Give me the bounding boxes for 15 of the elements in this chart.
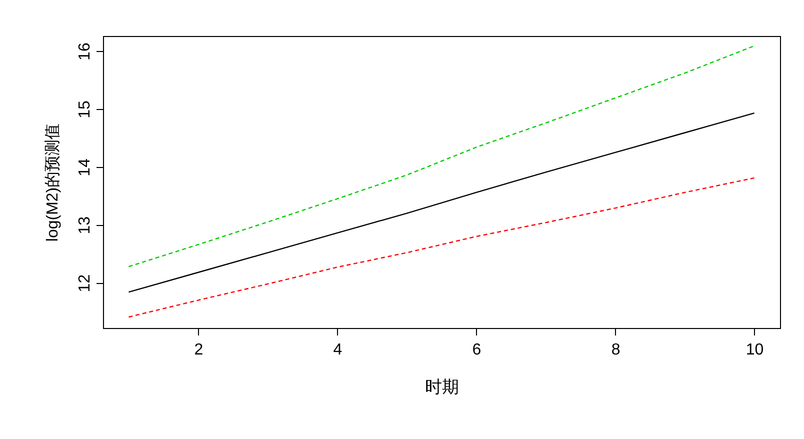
y-tick-label: 15 (76, 100, 94, 118)
line-series (128, 112, 755, 293)
x-tick-label: 2 (194, 342, 204, 358)
x-tick-label: 10 (746, 342, 764, 358)
y-tick-label: 16 (76, 42, 94, 60)
y-tick-label: 14 (76, 158, 94, 176)
x-tick-label: 8 (611, 342, 620, 358)
x-axis-title: 时期 (425, 378, 459, 396)
y-axis-title: log(M2)的预测值 (44, 123, 62, 242)
line-series (128, 45, 755, 268)
x-tick-label: 4 (333, 342, 342, 358)
line-series (128, 177, 755, 318)
y-tick-label: 12 (76, 274, 94, 292)
x-tick-label: 6 (472, 342, 482, 358)
y-tick-label: 13 (76, 216, 94, 234)
